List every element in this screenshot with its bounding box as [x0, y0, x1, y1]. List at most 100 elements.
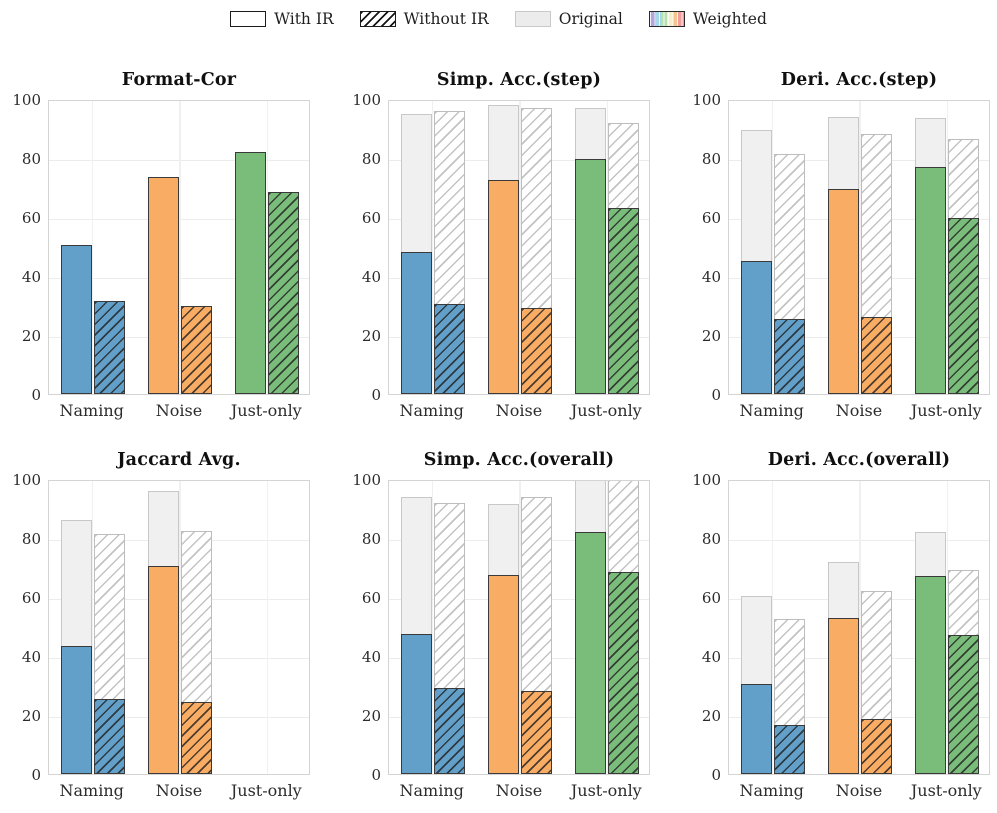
gridline	[92, 481, 94, 774]
y-tick-label: 20	[701, 327, 721, 345]
plot-area	[388, 480, 650, 775]
y-tick-label: 20	[701, 707, 721, 725]
gridline	[266, 101, 268, 394]
gridline	[49, 278, 309, 280]
gridline	[519, 481, 521, 774]
bar-without-ir-just-only	[608, 208, 640, 394]
bar-without-ir-just-only	[948, 635, 980, 774]
bar-without-ir-noise	[181, 305, 212, 394]
gridline	[389, 160, 649, 162]
x-tick-label: Noise	[835, 781, 883, 800]
with-ir-swatch-icon	[230, 11, 267, 27]
bar-without-ir-naming	[773, 318, 805, 394]
y-tick-label: 100	[352, 91, 381, 109]
gridline	[772, 101, 774, 394]
bar-with-ir-naming	[60, 245, 92, 394]
y-tick-label: 60	[21, 209, 41, 227]
y-tick-label: 80	[21, 150, 41, 168]
y-tick-label: 80	[21, 530, 41, 548]
y-tick-label: 80	[701, 530, 721, 548]
x-tick-label: Noise	[835, 401, 883, 420]
gridline	[49, 540, 309, 542]
x-tick-label: Naming	[739, 781, 804, 800]
gridline	[266, 481, 268, 774]
gridline	[729, 160, 989, 162]
y-tick-label: 80	[361, 150, 381, 168]
subplot-deri-acc-step: Deri. Acc.(step) 0 20 40 60 80 100 Naming Noise J…	[688, 68, 997, 427]
bar-with-ir-naming	[400, 252, 432, 394]
y-tick-label: 0	[711, 386, 721, 404]
bar-without-ir-naming	[773, 725, 805, 774]
y-tick-label: 100	[692, 471, 721, 489]
gridline	[389, 278, 649, 280]
y-tick-label: 100	[692, 91, 721, 109]
gridline	[49, 599, 309, 601]
gridline	[729, 278, 989, 280]
gridline	[389, 599, 649, 601]
gridline	[179, 101, 181, 394]
gridline	[729, 219, 989, 221]
subplot-format-cor: Format-Cor 0 20 40 60 80 100 Naming Noise Just-on…	[8, 68, 320, 427]
y-tick-label: 0	[371, 386, 381, 404]
gridline	[606, 101, 608, 394]
gridline	[729, 540, 989, 542]
y-tick-label: 20	[21, 707, 41, 725]
bar-without-ir-just-only	[608, 571, 640, 774]
subplot-simp-acc-overall: Simp. Acc.(overall) 0 20 40 60 80 100 Naming Noi…	[348, 448, 660, 807]
subplot-title: Simp. Acc.(overall)	[423, 450, 615, 470]
bar-with-ir-just-only	[575, 532, 607, 774]
x-tick-label: Just-only	[230, 781, 302, 800]
gridline	[729, 658, 989, 660]
gridline	[389, 717, 649, 719]
gridline	[92, 101, 94, 394]
bar-with-ir-noise	[828, 617, 859, 774]
gridline	[946, 101, 948, 394]
bar-with-ir-naming	[400, 633, 432, 774]
gridline	[519, 101, 521, 394]
bar-with-ir-naming	[740, 261, 772, 394]
bar-without-ir-naming	[93, 301, 125, 394]
bar-without-ir-noise	[181, 701, 212, 774]
gridline	[389, 540, 649, 542]
gridline	[49, 337, 309, 339]
bar-with-ir-just-only	[575, 159, 607, 394]
subplot-jaccard-avg: Jaccard Avg. 0 20 40 60 80 100 Naming Noise Just-…	[8, 448, 320, 807]
x-tick-label: Noise	[495, 401, 543, 420]
gridline	[859, 101, 861, 394]
gridline	[859, 481, 861, 774]
bar-with-ir-just-only	[915, 166, 947, 394]
x-tick-label: Naming	[59, 781, 124, 800]
y-tick-label: 20	[361, 707, 381, 725]
bar-without-ir-noise	[521, 308, 552, 394]
plot-area	[388, 100, 650, 395]
bar-with-ir-noise	[828, 188, 859, 394]
plot-area	[728, 480, 990, 775]
bar-with-ir-noise	[488, 574, 519, 774]
plot-area	[48, 100, 310, 395]
y-tick-label: 40	[701, 648, 721, 666]
subplot-simp-acc-step: Simp. Acc.(step) 0 20 40 60 80 100 Naming Noise J…	[348, 68, 660, 427]
x-tick-label: Just-only	[570, 781, 642, 800]
gridline	[179, 481, 181, 774]
original-swatch-icon	[514, 11, 551, 27]
x-tick-label: Noise	[495, 781, 543, 800]
bar-without-ir-noise	[861, 719, 892, 774]
without-ir-swatch-icon	[359, 11, 396, 27]
y-tick-label: 60	[361, 209, 381, 227]
gridline	[389, 219, 649, 221]
legend: With IR Without IR Original Weighted	[0, 10, 997, 28]
y-tick-label: 0	[31, 386, 41, 404]
y-tick-label: 80	[361, 530, 381, 548]
legend-label-weighted: Weighted	[692, 10, 767, 28]
legend-item-weighted: Weighted	[648, 10, 767, 28]
y-tick-label: 60	[701, 589, 721, 607]
gridline	[729, 717, 989, 719]
subplot-title: Deri. Acc.(overall)	[767, 450, 951, 470]
x-tick-label: Just-only	[910, 781, 982, 800]
plot-area	[48, 480, 310, 775]
legend-item-original: Original	[514, 10, 623, 28]
y-tick-label: 0	[31, 766, 41, 784]
y-tick-label: 100	[12, 91, 41, 109]
y-tick-label: 80	[701, 150, 721, 168]
